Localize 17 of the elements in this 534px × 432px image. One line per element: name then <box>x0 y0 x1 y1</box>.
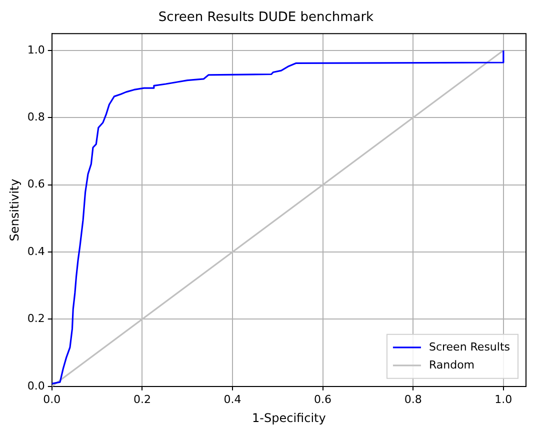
y-tick-label: 0.0 <box>27 379 45 392</box>
y-tick-label: 0.8 <box>27 110 45 124</box>
x-tick-label: 1.0 <box>494 392 512 406</box>
y-tick-label: 0.6 <box>27 178 45 191</box>
y-tick-label: 1.0 <box>27 43 45 56</box>
x-tick-label: 0.8 <box>404 392 422 406</box>
chart-title: Screen Results DUDE benchmark <box>158 10 374 26</box>
x-tick-label: 0.4 <box>224 392 242 406</box>
y-tick-label: 0.2 <box>27 312 45 326</box>
x-tick-label: 0.0 <box>43 392 61 406</box>
x-tick-label: 0.2 <box>133 392 151 406</box>
legend-label: Screen Results <box>428 340 510 354</box>
x-axis-title: 1-Specificity <box>252 410 326 425</box>
y-axis-title: Sensitivity <box>7 178 22 242</box>
x-tick-label: 0.6 <box>314 392 332 406</box>
legend-label: Random <box>428 358 475 372</box>
y-tick-label: 0.4 <box>27 244 45 258</box>
